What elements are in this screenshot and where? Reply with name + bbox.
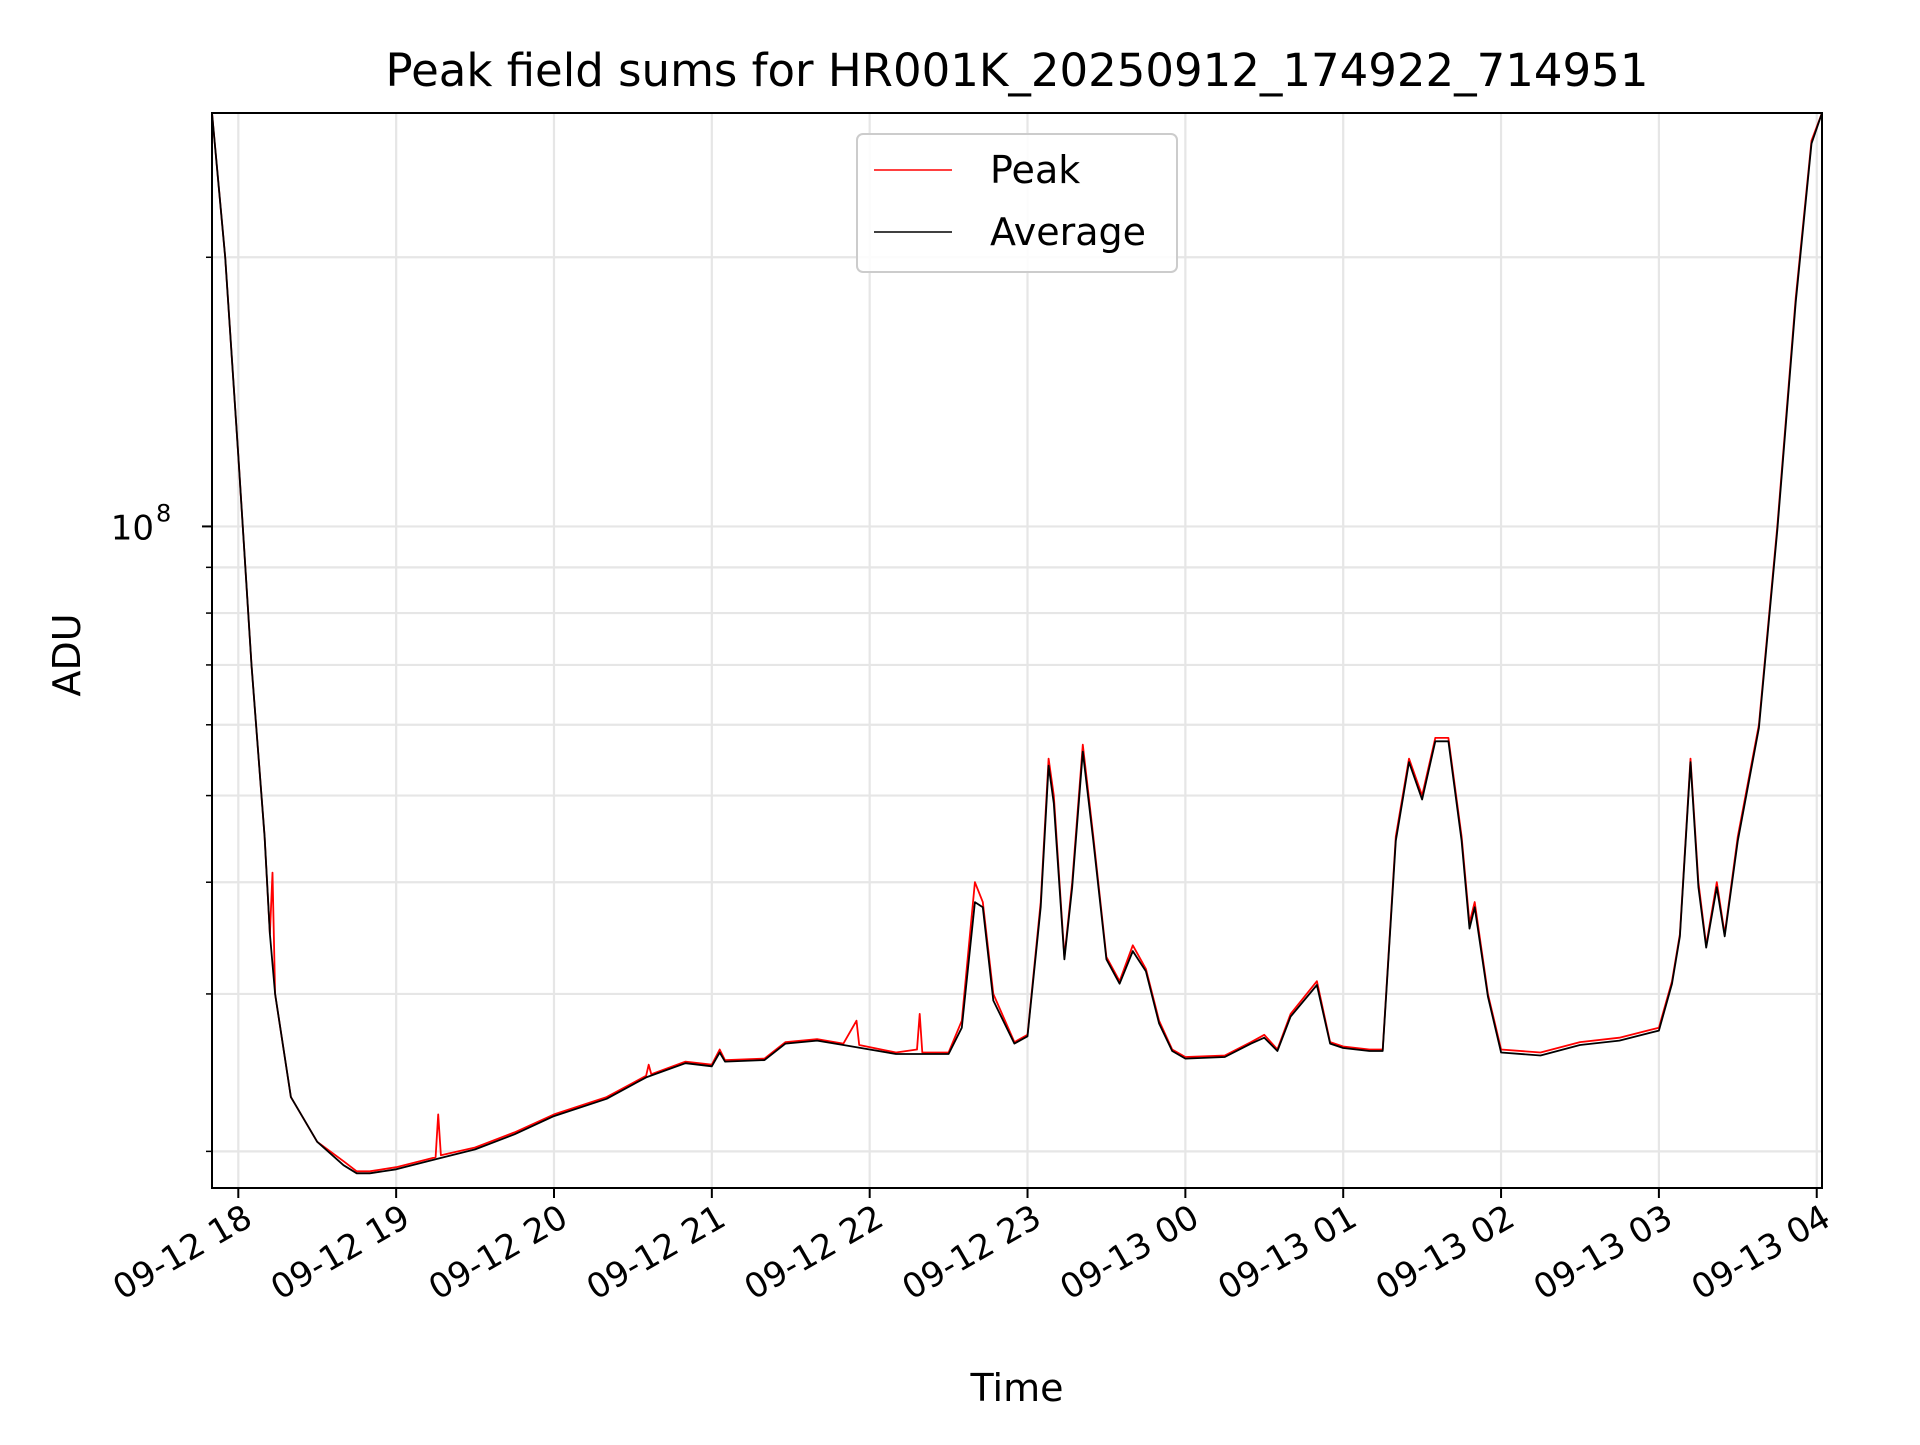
x-tick-label: 09-12 18 — [106, 1197, 258, 1308]
y-tick-label-exponent: 8 — [156, 499, 171, 527]
x-tick-label: 09-13 01 — [1211, 1197, 1363, 1308]
series-line-average — [211, 112, 1823, 1175]
x-tick-label: 09-12 19 — [264, 1197, 416, 1308]
x-tick-label: 09-12 21 — [580, 1197, 732, 1308]
plot-frame — [211, 112, 1823, 1189]
x-tick-label: 09-13 00 — [1053, 1197, 1205, 1308]
x-tick-label: 09-13 04 — [1685, 1197, 1837, 1308]
x-axis-label: Time — [970, 1366, 1064, 1410]
x-tick-label: 09-12 23 — [896, 1197, 1048, 1308]
series — [211, 112, 1823, 1175]
y-axis-label: ADU — [45, 613, 89, 696]
y-tick-label: 10 — [111, 508, 154, 548]
x-tick-label: 09-12 20 — [422, 1197, 574, 1308]
x-tick-label: 09-12 22 — [738, 1197, 890, 1308]
legend-label-average: Average — [990, 210, 1146, 254]
chart-title: Peak field sums for HR001K_20250912_1749… — [386, 44, 1649, 97]
legend: Peak Average — [856, 133, 1178, 273]
legend-label-peak: Peak — [990, 148, 1080, 192]
x-tick-label: 09-13 02 — [1369, 1197, 1521, 1308]
legend-box — [856, 133, 1178, 273]
grid — [212, 113, 1822, 1188]
x-tick-label: 09-13 03 — [1527, 1197, 1679, 1308]
